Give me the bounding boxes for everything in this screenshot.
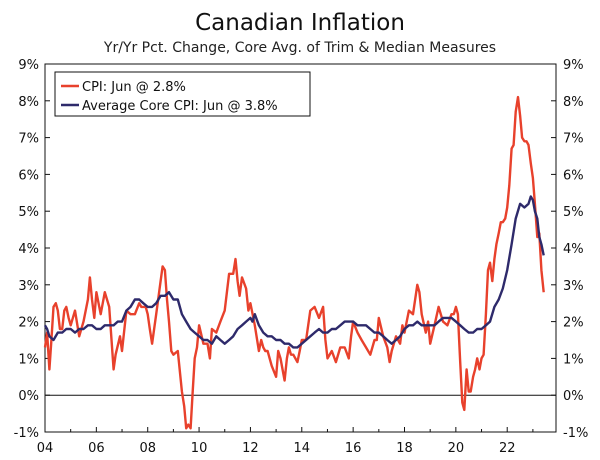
y-tick-label-right: 2% <box>563 316 584 331</box>
x-tick-label: 18 <box>396 441 413 456</box>
y-tick-label-right: 5% <box>563 205 584 220</box>
y-tick-label-right: 1% <box>563 352 584 367</box>
y-tick-label-right: 7% <box>563 132 584 147</box>
y-tick-label-left: 7% <box>18 132 39 147</box>
y-tick-label-right: 3% <box>563 279 584 294</box>
x-tick-label: 12 <box>242 441 259 456</box>
y-tick-label-left: 1% <box>18 352 39 367</box>
series-layer <box>43 95 545 430</box>
y-tick-label-left: 9% <box>18 58 39 73</box>
x-tick-label: 22 <box>499 441 516 456</box>
legend-box <box>54 71 311 117</box>
y-tick-label-left: 3% <box>18 279 39 294</box>
x-tick-label: 16 <box>345 441 362 456</box>
x-tick-label: 10 <box>191 441 208 456</box>
x-tick-label: 14 <box>294 441 311 456</box>
y-tick-label-right: -1% <box>563 426 588 441</box>
axes: -1% -1% 0% 0% 1% 1% 2% 2% 3% 3% 4% 4% 5% 5% 6% 6% 7% 7% 8%… <box>14 58 589 456</box>
chart-subtitle: Yr/Yr Pct. Change, Core Avg. of Trim & M… <box>103 40 497 56</box>
y-tick-label-right: 4% <box>563 242 584 257</box>
y-tick-label-right: 8% <box>563 95 584 110</box>
y-tick-label-left: 8% <box>18 95 39 110</box>
y-tick-label-left: 0% <box>18 389 39 404</box>
legend-label: CPI: Jun @ 2.8% <box>82 80 186 95</box>
y-tick-label-right: 0% <box>563 389 584 404</box>
x-tick-label: 08 <box>139 441 156 456</box>
series-line-core-cpi <box>43 195 545 349</box>
x-tick-label: 06 <box>88 441 105 456</box>
y-tick-label-right: 6% <box>563 168 584 183</box>
y-tick-label-left: 5% <box>18 205 39 220</box>
x-tick-label: 20 <box>448 441 465 456</box>
y-tick-label-left: -1% <box>14 426 39 441</box>
y-tick-label-left: 6% <box>18 168 39 183</box>
x-tick-label: 04 <box>37 441 54 456</box>
y-tick-label-right: 9% <box>563 58 584 73</box>
series-line-cpi <box>43 95 545 430</box>
legend-label: Average Core CPI: Jun @ 3.8% <box>82 99 278 114</box>
chart-title: Canadian Inflation <box>195 10 405 36</box>
legend: CPI: Jun @ 2.8% Average Core CPI: Jun @ 3… <box>54 71 311 117</box>
y-tick-label-left: 4% <box>18 242 39 257</box>
y-tick-label-left: 2% <box>18 316 39 331</box>
plot-frame <box>44 63 557 433</box>
